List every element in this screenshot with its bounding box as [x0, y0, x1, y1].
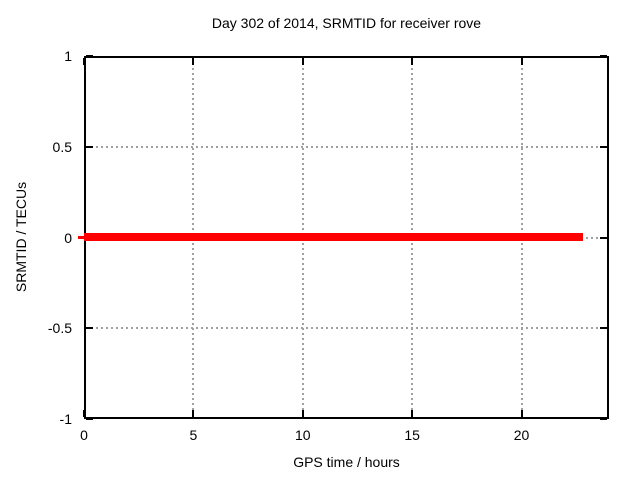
y-tick-right — [600, 327, 607, 330]
chart-title: Day 302 of 2014, SRMTID for receiver rov… — [211, 15, 482, 31]
x-tick-top — [192, 58, 195, 65]
y-tick-right — [600, 418, 607, 420]
x-tick-top — [411, 58, 414, 65]
y-tick-right — [600, 55, 607, 57]
x-tick-label: 10 — [294, 427, 311, 443]
x-tick-bottom — [301, 410, 304, 417]
y-tick-left — [86, 327, 93, 330]
x-tick-label: 20 — [513, 427, 530, 443]
y-gridline — [86, 145, 607, 148]
x-tick-label: 5 — [189, 427, 198, 443]
y-tick-left — [86, 418, 93, 420]
x-tick-bottom — [192, 410, 195, 417]
y-tick-label: 1 — [64, 48, 72, 64]
x-tick-top — [301, 58, 304, 65]
data-series-line — [84, 233, 583, 241]
x-tick-label: 15 — [404, 427, 420, 443]
y-tick-label: 0 — [64, 229, 72, 246]
y-tick-label: -0.5 — [47, 320, 72, 337]
y-tick-right — [600, 236, 607, 239]
x-tick-top — [83, 58, 85, 65]
x-axis-label: GPS time / hours — [293, 454, 400, 470]
y-tick-label: -1 — [59, 411, 72, 427]
x-tick-bottom — [411, 410, 414, 417]
data-series-endcap — [78, 235, 84, 239]
y-tick-label: 0.5 — [52, 138, 72, 155]
y-gridline — [86, 327, 607, 330]
y-tick-left — [86, 145, 93, 148]
x-tick-bottom — [520, 410, 523, 417]
x-tick-top — [520, 58, 523, 65]
y-tick-left — [86, 55, 93, 57]
x-tick-bottom — [83, 410, 85, 417]
y-tick-right — [600, 145, 607, 148]
x-tick-label: 0 — [80, 427, 88, 443]
